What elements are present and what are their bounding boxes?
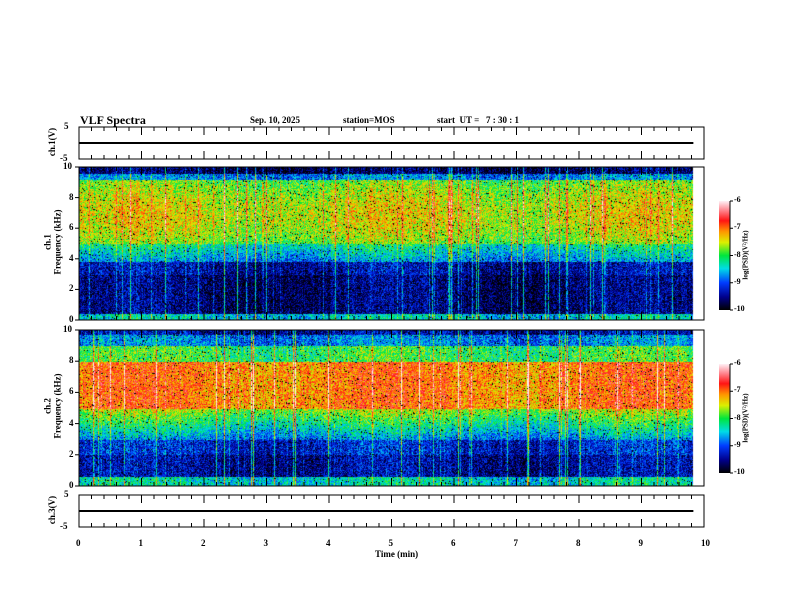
start-time-label: start UT = 7 : 30 : 1 bbox=[437, 115, 519, 125]
station-label: station=MOS bbox=[343, 115, 395, 125]
colorbar-tick-label: -7 bbox=[734, 385, 741, 395]
x-tick-label: 1 bbox=[138, 538, 144, 548]
y-tick-label: 6 bbox=[69, 386, 74, 397]
colorbar-tick-label: -8 bbox=[734, 412, 741, 422]
x-tick-label: 3 bbox=[263, 538, 269, 548]
colorbar-tick-label: -10 bbox=[734, 304, 745, 313]
x-tick-label: 4 bbox=[326, 538, 331, 548]
y-axis-label: ch.3(V) bbox=[47, 495, 58, 525]
x-tick-label: 7 bbox=[513, 538, 519, 548]
y-axis-label: ch.2 Frequency (kHz) bbox=[42, 373, 63, 439]
x-tick-label: 10 bbox=[701, 538, 710, 548]
y-tick-label: 5 bbox=[64, 489, 69, 499]
colorbar-2 bbox=[719, 364, 730, 473]
colorbar-tick-label: -9 bbox=[734, 439, 741, 449]
panel-2-frame bbox=[78, 166, 705, 321]
colorbar-label: log(PSD)(V²/Hz) bbox=[741, 229, 750, 280]
y-tick-label: 10 bbox=[63, 161, 72, 171]
colorbar-tick-label: -10 bbox=[734, 467, 745, 476]
x-tick-label: 9 bbox=[638, 538, 644, 548]
y-tick-label: 10 bbox=[63, 324, 72, 334]
y-tick-label: 0 bbox=[69, 480, 74, 490]
figure-title: VLF Spectra bbox=[80, 113, 146, 127]
colorbar-tick-label: -6 bbox=[734, 195, 741, 204]
colorbar-tick-label: -7 bbox=[734, 222, 741, 232]
x-tick-label: 6 bbox=[451, 538, 456, 548]
x-tick-label: 0 bbox=[76, 538, 81, 548]
panel-3-frame bbox=[78, 329, 705, 487]
colorbar-tick-label: -6 bbox=[734, 358, 741, 367]
y-tick-label: 2 bbox=[69, 448, 74, 459]
y-tick-label: 6 bbox=[69, 222, 74, 233]
y-tick-label: 4 bbox=[69, 417, 74, 428]
y-tick-label: -5 bbox=[60, 153, 68, 163]
y-tick-label: 0 bbox=[69, 314, 74, 324]
y-axis-label: ch.1(V) bbox=[47, 127, 58, 157]
x-tick-label: 2 bbox=[201, 538, 206, 548]
y-axis-label: ch.1 Frequency (kHz) bbox=[42, 208, 63, 275]
y-tick-label: -5 bbox=[60, 521, 68, 531]
colorbar-label: log(PSD)(V²/Hz) bbox=[741, 392, 750, 443]
x-tick-label: 8 bbox=[576, 538, 581, 548]
colorbar-tick-label: -8 bbox=[734, 249, 741, 259]
y-tick-label: 8 bbox=[69, 191, 74, 202]
y-tick-label: 4 bbox=[69, 252, 74, 263]
colorbar-tick-label: -9 bbox=[734, 276, 741, 286]
y-tick-label: 5 bbox=[64, 121, 69, 131]
x-tick-label: 5 bbox=[388, 538, 394, 548]
y-tick-label: 2 bbox=[69, 283, 74, 294]
colorbar-1 bbox=[719, 201, 730, 310]
date-label: Sep. 10, 2025 bbox=[250, 115, 301, 125]
y-tick-label: 8 bbox=[69, 355, 74, 366]
x-axis-label: Time (min) bbox=[375, 549, 419, 559]
